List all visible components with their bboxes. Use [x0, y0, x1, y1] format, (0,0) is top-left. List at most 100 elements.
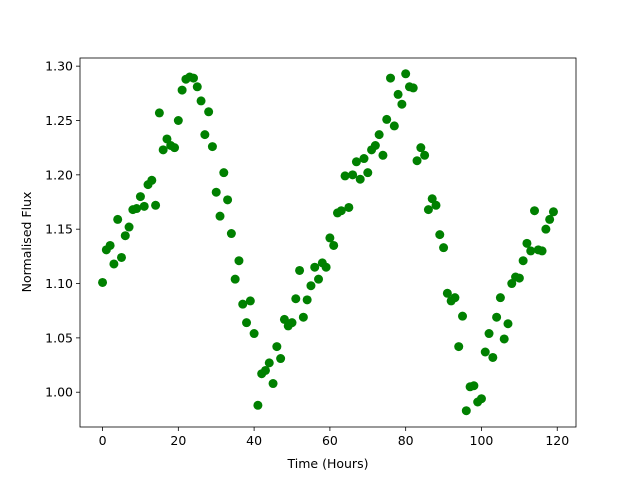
y-axis-label: Normalised Flux [19, 192, 34, 293]
point [132, 204, 142, 214]
x-tick-label: 20 [170, 433, 186, 448]
point [310, 262, 320, 272]
point [238, 299, 248, 309]
point [253, 400, 263, 410]
point [230, 274, 240, 284]
x-tick-label: 120 [545, 433, 569, 448]
point [170, 143, 180, 153]
point [431, 200, 441, 210]
point [272, 342, 282, 352]
point [495, 293, 505, 303]
x-tick-label: 80 [398, 433, 414, 448]
point [458, 311, 468, 321]
y-tick-label: 1.25 [45, 113, 73, 128]
point [264, 358, 274, 368]
point [469, 381, 479, 391]
point [139, 201, 149, 211]
point [242, 318, 252, 328]
point [537, 246, 547, 256]
point [116, 252, 126, 262]
point [260, 365, 270, 375]
point [298, 312, 308, 322]
point [276, 354, 286, 364]
point [359, 154, 369, 164]
y-tick-label: 1.10 [45, 276, 73, 291]
point [503, 319, 513, 329]
plot-frame [79, 57, 577, 428]
point [173, 115, 183, 125]
point [382, 114, 392, 124]
point [427, 194, 437, 204]
y-tick-label: 1.05 [45, 330, 73, 345]
point [268, 379, 278, 389]
point [401, 69, 411, 79]
point [158, 145, 168, 155]
point [113, 214, 123, 224]
x-axis-label: Time (Hours) [287, 456, 369, 471]
point [98, 277, 108, 287]
point [340, 171, 350, 181]
point [548, 207, 558, 217]
point [386, 73, 396, 83]
point [200, 130, 210, 140]
point [450, 293, 460, 303]
point [162, 134, 172, 144]
point [211, 187, 221, 197]
point [215, 211, 225, 221]
point [454, 342, 464, 352]
point [363, 168, 373, 178]
point [412, 156, 422, 166]
point [204, 107, 214, 117]
point [488, 352, 498, 362]
x-tick-label: 0 [99, 433, 107, 448]
point [151, 200, 161, 210]
point [196, 96, 206, 106]
point [249, 329, 259, 339]
point [514, 273, 524, 283]
point [480, 347, 490, 357]
point [348, 170, 358, 180]
point [120, 231, 130, 241]
point [518, 256, 528, 266]
x-tick-label: 60 [322, 433, 338, 448]
point [325, 233, 335, 243]
point [420, 150, 430, 160]
point [192, 82, 202, 92]
point [291, 294, 301, 304]
point [321, 262, 331, 272]
point [370, 140, 380, 150]
point [306, 281, 316, 291]
point [245, 296, 255, 306]
point [522, 238, 532, 248]
y-tick-label: 1.20 [45, 167, 73, 182]
point [526, 246, 536, 256]
point [442, 288, 452, 298]
point [207, 142, 217, 152]
x-tick-label: 100 [470, 433, 494, 448]
point [416, 143, 426, 153]
point [302, 295, 312, 305]
point [355, 174, 365, 184]
point [545, 214, 555, 224]
point [234, 256, 244, 266]
point [314, 274, 324, 284]
point [287, 318, 297, 328]
point [226, 229, 236, 239]
point [279, 314, 289, 324]
point [378, 150, 388, 160]
point [154, 108, 164, 118]
point [476, 394, 486, 404]
point [329, 240, 339, 250]
y-tick-label: 1.00 [45, 385, 73, 400]
point [105, 240, 115, 250]
point [124, 222, 134, 232]
point [492, 312, 502, 322]
y-tick-label: 1.30 [45, 59, 73, 74]
point [351, 157, 361, 167]
x-tick-label: 40 [246, 433, 262, 448]
point [219, 168, 229, 178]
point [147, 175, 157, 185]
point [541, 224, 551, 234]
